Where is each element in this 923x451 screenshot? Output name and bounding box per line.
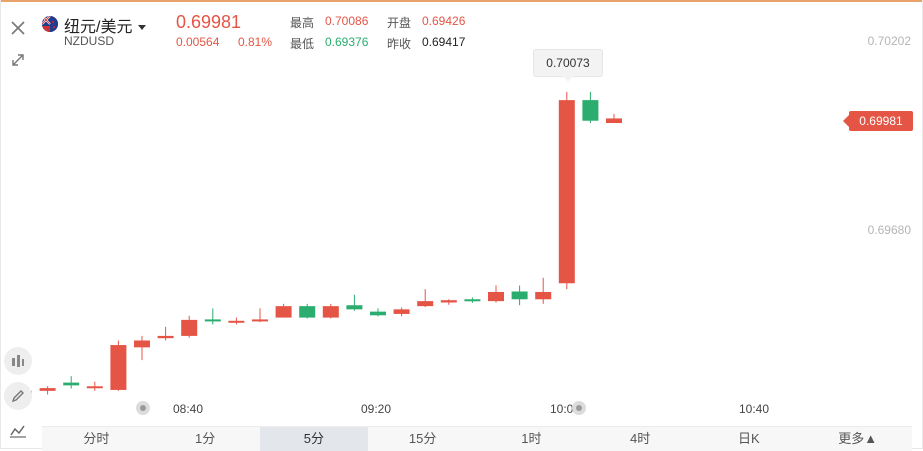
candle-body: [417, 301, 434, 307]
chart-type-icon: [10, 425, 26, 438]
candle-body: [63, 382, 80, 386]
price-change: 0.00564: [176, 35, 220, 49]
close-icon: [11, 21, 25, 35]
candle-body: [346, 305, 363, 310]
candle-body: [228, 320, 245, 323]
candle-body: [393, 309, 410, 314]
y-axis-label-top: 0.70202: [867, 34, 911, 48]
candle-body: [440, 300, 457, 303]
candle-body: [204, 319, 221, 322]
timeframe-tabs: 分时 1分 5分 15分 1时 4时 日K 更多▲: [42, 426, 912, 451]
candle-body: [606, 118, 622, 124]
x-axis-label-0840: 08:40: [173, 402, 204, 416]
candle-body: [110, 345, 127, 390]
chart-type-button[interactable]: [4, 417, 32, 445]
indicator-button[interactable]: [4, 347, 32, 375]
window-top-border: [0, 0, 923, 2]
nz-flag-icon: [42, 16, 58, 32]
open-value: 0.69426: [422, 14, 466, 28]
candle-body: [582, 100, 599, 121]
draw-button[interactable]: [4, 382, 32, 410]
candle-body: [558, 100, 575, 284]
y-axis-label-mid: 0.69680: [867, 223, 911, 237]
instrument-symbol: NZDUSD: [64, 34, 114, 48]
candle-body: [511, 291, 528, 300]
expand-button[interactable]: [6, 48, 30, 72]
candle-body: [39, 388, 56, 391]
high-marker-label: 0.70073: [533, 49, 603, 82]
candle-body: [370, 311, 386, 316]
tab-1min[interactable]: 1分: [195, 431, 216, 446]
candle-body: [86, 386, 103, 389]
current-price: 0.69981: [176, 12, 242, 32]
expand-icon: [12, 54, 24, 66]
candle-body: [322, 306, 339, 318]
candle-body: [299, 306, 316, 318]
tab-15min[interactable]: 15分: [408, 431, 437, 446]
high-value: 0.70086: [325, 14, 369, 28]
prev-close-label: 昨收: [387, 37, 412, 51]
x-axis-label-0920: 09:20: [361, 402, 392, 416]
prev-close-value: 0.69417: [422, 35, 466, 49]
candle-body: [252, 319, 268, 322]
scroll-handle-left[interactable]: [136, 401, 150, 415]
x-axis-label-1040: 10:40: [739, 402, 770, 416]
low-label: 最低: [290, 37, 315, 51]
price-change-pct: 0.81%: [238, 35, 273, 49]
tab-daily[interactable]: 日K: [738, 431, 760, 446]
candle-body: [464, 299, 481, 302]
close-button[interactable]: [6, 16, 30, 40]
dropdown-caret-icon: [138, 25, 147, 31]
tab-4hour[interactable]: 4时: [630, 431, 651, 446]
instrument-name[interactable]: 纽元/美元: [64, 13, 147, 37]
tab-minute[interactable]: 分时: [83, 431, 110, 446]
open-label: 开盘: [387, 16, 412, 30]
candle-body: [535, 291, 552, 300]
tab-1hour[interactable]: 1时: [521, 431, 542, 446]
candle-body: [488, 291, 504, 302]
candle-body: [275, 306, 292, 318]
low-value: 0.69376: [325, 35, 369, 49]
candle-body: [134, 340, 150, 348]
tab-5min[interactable]: 5分: [259, 427, 369, 451]
tab-more[interactable]: 更多▲: [838, 431, 878, 446]
candle-body: [181, 319, 198, 336]
current-price-tag: 0.69981: [843, 111, 913, 131]
candle-body: [157, 335, 174, 339]
scroll-handle-right[interactable]: [572, 401, 586, 415]
draw-pencil-icon: [11, 390, 24, 403]
indicator-icon: [12, 355, 24, 367]
high-label: 最高: [290, 16, 315, 30]
